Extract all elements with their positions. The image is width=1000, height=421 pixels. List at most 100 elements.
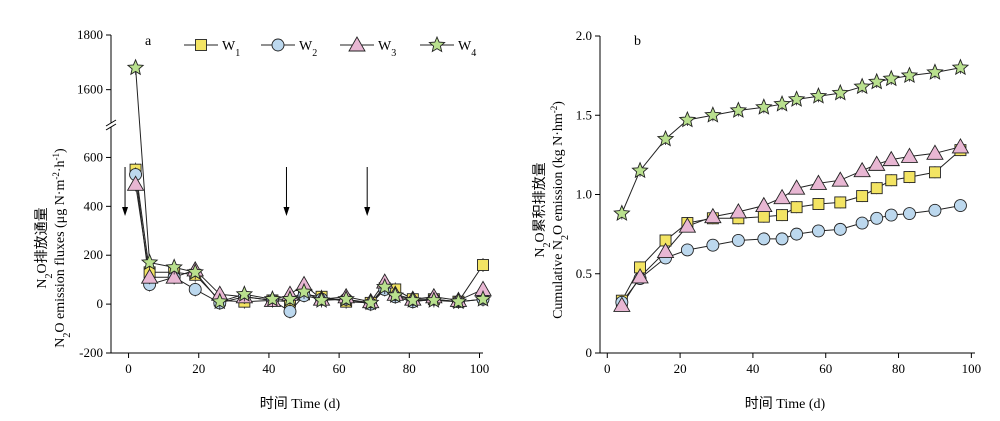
data-point-W4: [867, 72, 886, 90]
data-point-W2: [903, 207, 916, 220]
panel-a-axis-break-mark: [105, 123, 117, 131]
panel-a-xtick-label: 40: [262, 361, 275, 376]
data-point-W2: [833, 222, 847, 236]
data-point-W4: [951, 58, 970, 76]
series-line-W4: [135, 67, 484, 304]
panel-b-xtick-label: 20: [674, 361, 687, 376]
data-point-W4: [376, 277, 394, 295]
data-point-W3: [831, 171, 850, 187]
panel-b-ytick-label: 1.5: [576, 107, 592, 122]
data-point-W4: [809, 87, 828, 104]
legend-marker-W2: [271, 38, 285, 52]
panel-b-ytick-label: 2.0: [576, 28, 592, 43]
fertilization-arrow-head: [283, 207, 290, 216]
panel-a-ytick-label: 600: [84, 149, 104, 164]
data-point-W4: [678, 110, 697, 128]
legend-label-W4: W4: [458, 39, 476, 59]
data-point-W4: [474, 290, 492, 307]
data-point-W3: [867, 155, 886, 171]
data-point-W1: [834, 196, 847, 209]
data-point-W3: [140, 268, 159, 284]
data-point-W1: [870, 182, 883, 195]
data-point-W3: [773, 188, 791, 205]
panel-b-xtick-label: 80: [892, 361, 905, 376]
panel-a-ytick-label: 1600: [77, 82, 103, 97]
data-point-W2: [706, 238, 720, 252]
data-point-W4: [613, 204, 631, 221]
data-point-W2: [870, 211, 884, 225]
data-point-W3: [900, 147, 919, 163]
series-line-W1: [135, 169, 484, 304]
panel-a-xtick-label: 60: [333, 361, 346, 376]
panel-b-chart: 0 0.5 1.0 1.5 2.0 0 20 40 60 80 100: [576, 28, 981, 376]
data-point-W3: [704, 207, 722, 224]
data-point-W3: [678, 217, 697, 233]
panel-a-xtick-label: 20: [192, 361, 205, 376]
panel-a-letter: a: [145, 34, 152, 49]
panel-a-axes: -200 0 200 400 600 1600 1800 0 20 40 60 80 100: [77, 27, 489, 376]
data-point-W1: [856, 190, 869, 203]
data-point-W4: [361, 293, 380, 311]
panel-a-xlabel: 时间 Time (d): [260, 396, 341, 412]
data-point-W1: [477, 259, 489, 271]
data-point-W1: [885, 174, 898, 187]
data-point-W3: [787, 179, 806, 195]
data-point-W2: [811, 224, 825, 238]
data-point-W3: [809, 174, 828, 190]
data-point-W4: [656, 129, 675, 147]
data-point-W4: [337, 290, 355, 307]
data-point-W2: [757, 232, 771, 246]
data-point-W4: [831, 83, 850, 101]
panel-a-marks: [126, 58, 492, 319]
fertilization-arrow-head: [364, 207, 371, 216]
series-line-W3: [135, 184, 484, 303]
legend-label-W2: W2: [299, 39, 317, 59]
data-point-W2: [731, 234, 745, 247]
data-point-W4: [900, 66, 919, 84]
panel-a-ytick-label: 1800: [77, 27, 103, 42]
data-point-W4: [425, 291, 443, 308]
data-point-W4: [312, 291, 331, 308]
data-point-W2: [775, 232, 789, 246]
data-point-W4: [704, 106, 722, 123]
data-point-W2: [790, 227, 804, 241]
panel-b-xtick-label: 0: [604, 361, 611, 376]
data-point-W4: [882, 69, 900, 87]
data-point-W4: [165, 258, 183, 275]
data-point-W4: [631, 161, 649, 179]
data-point-W4: [386, 286, 404, 303]
panel-a-axis-break-mark: [105, 119, 117, 127]
legend-marker-W1: [195, 39, 207, 51]
data-point-W2: [680, 243, 694, 257]
panel-b-ylabel-en: Cumulative N2O emission (kg N·hm-2): [549, 101, 571, 319]
data-point-W4: [186, 263, 204, 280]
data-point-W4: [140, 253, 159, 270]
panel-a-xtick-label: 100: [470, 361, 490, 376]
data-point-W3: [729, 203, 748, 219]
legend-label-W3: W3: [378, 39, 396, 59]
panel-a-xtick-label: 0: [125, 361, 132, 376]
data-point-W3: [656, 242, 675, 259]
data-point-W2: [928, 203, 942, 217]
legend-marker-W4: [428, 35, 446, 53]
legend: W1 W2 W3 W4: [184, 35, 476, 59]
panel-b-marks: [613, 58, 970, 312]
data-point-W4: [449, 292, 468, 310]
panel-a-ytick-label: -200: [79, 345, 103, 360]
panel-a-chart: -200 0 200 400 600 1600 1800 0 20 40 60 80 100: [77, 27, 492, 376]
data-point-W4: [787, 90, 806, 107]
data-point-W1: [929, 166, 941, 179]
data-point-W4: [404, 291, 422, 308]
panel-b-ytick-label: 1.0: [576, 187, 592, 202]
data-point-W3: [951, 138, 970, 154]
data-point-W1: [903, 171, 916, 184]
panel-b-xtick-label: 60: [819, 361, 832, 376]
data-point-W1: [790, 201, 803, 214]
data-point-W4: [755, 98, 773, 115]
series-line-W2: [621, 205, 961, 303]
data-point-W1: [757, 210, 770, 223]
data-point-W2: [953, 199, 967, 213]
panel-b-ytick-label: 0: [586, 345, 593, 360]
data-point-W4: [926, 63, 944, 80]
